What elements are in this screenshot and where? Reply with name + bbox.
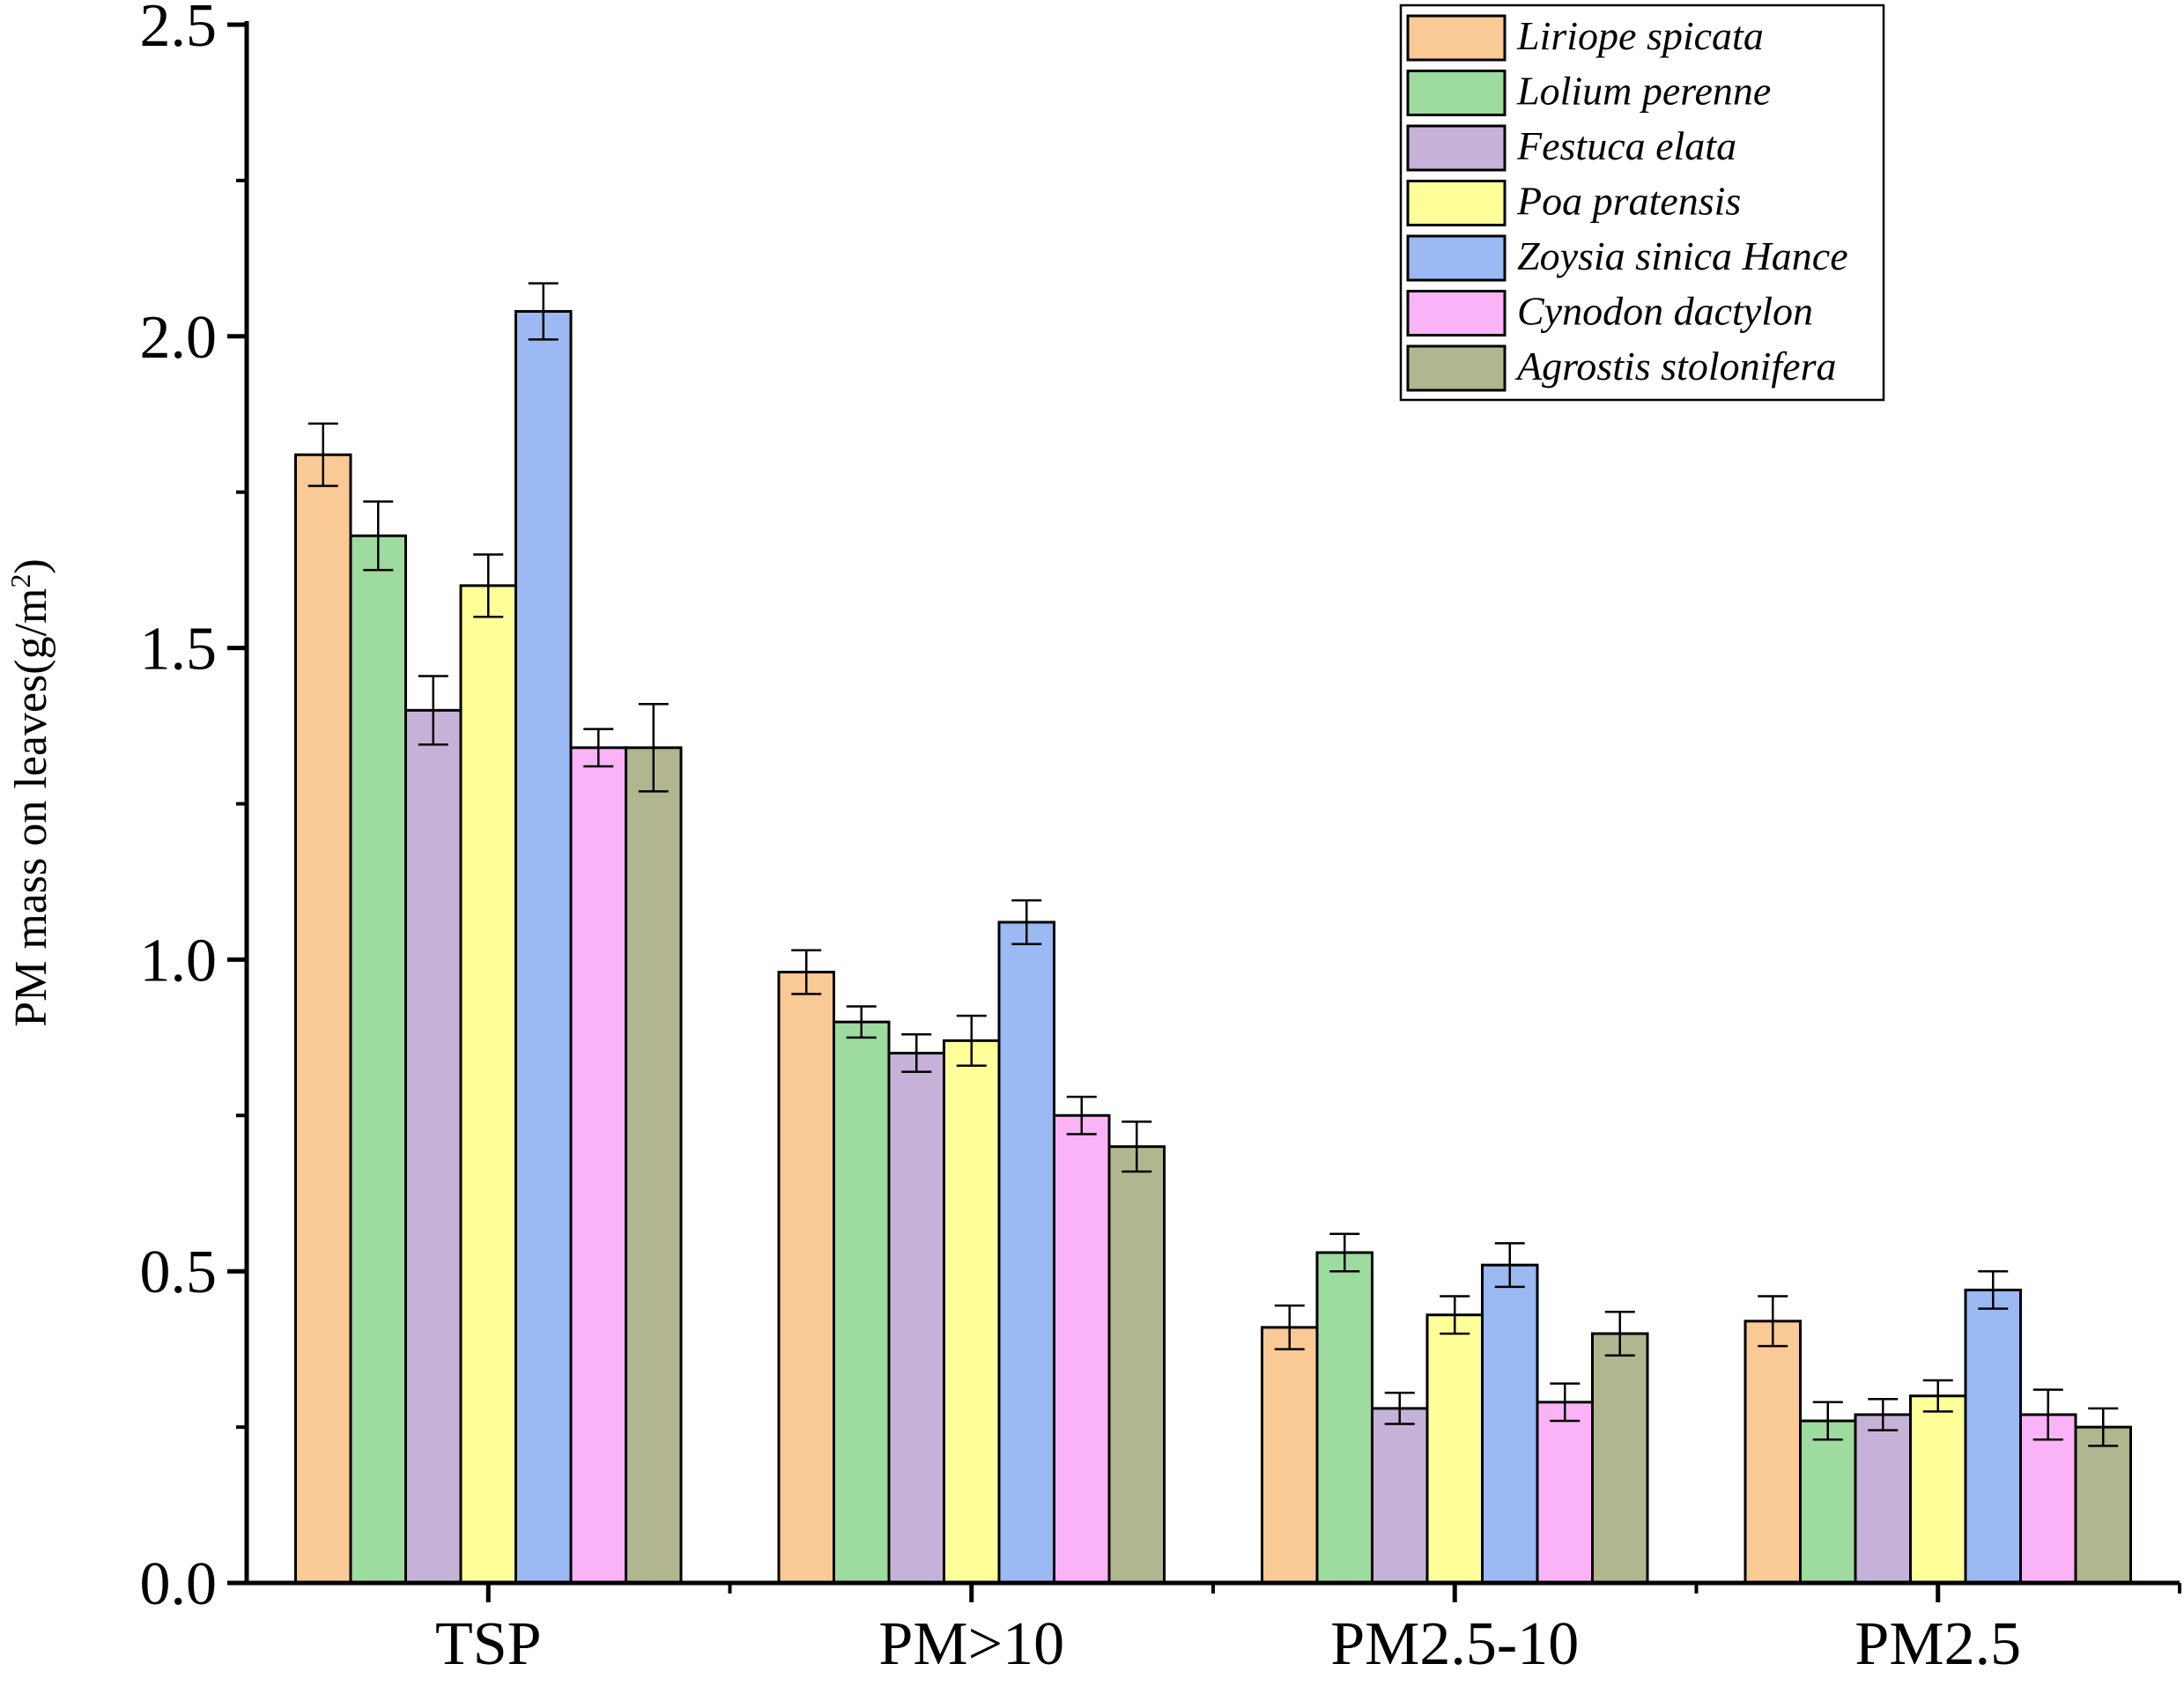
y-tick-label: 2.0 [140, 304, 218, 372]
y-axis-title: PM mass on leaves(g/m2) [4, 558, 56, 1027]
error-bar-pm-10-liriope [791, 949, 822, 995]
legend-label-lolium: Lolium perenne [1516, 69, 1771, 114]
legend-label-cynodon: Cynodon dactylon [1517, 289, 1813, 334]
bars-layer [294, 309, 2132, 1585]
legend-swatch-liriope [1406, 14, 1507, 62]
legend-swatch-cynodon [1406, 290, 1507, 336]
error-bar-pm-10-cynodon [1066, 1095, 1097, 1135]
bar-pm2-5-10-poa [1425, 1313, 1484, 1585]
bar-tsp-liriope [294, 453, 352, 1585]
bar-pm2-5-agrostis [2074, 1425, 2132, 1585]
legend-label-poa: Poa pratensis [1516, 179, 1741, 224]
error-bar-pm2-5-10-festuca [1384, 1391, 1415, 1425]
error-bar-tsp-zoysia [528, 282, 559, 341]
legend-label-festuca: Festuca elata [1516, 123, 1736, 168]
bar-pm-10-zoysia [997, 921, 1055, 1585]
error-bar-pm-10-poa [956, 1014, 987, 1067]
x-tick-label: PM2.5-10 [1330, 1610, 1579, 1678]
error-bar-pm2-5-liriope [1758, 1295, 1788, 1348]
error-bar-pm2-5-festuca [1868, 1398, 1899, 1431]
bar-pm2-5-cynodon [2019, 1413, 2077, 1585]
bar-tsp-festuca [404, 708, 463, 1585]
bar-pm-10-lolium [833, 1020, 891, 1585]
legend-swatch-zoysia [1406, 234, 1507, 282]
bar-pm2-5-poa [1909, 1394, 1967, 1585]
bar-pm2-5-10-liriope [1261, 1326, 1319, 1585]
legend-swatch-festuca [1406, 124, 1507, 172]
y-tick-label: 1.5 [140, 616, 218, 684]
error-bar-tsp-cynodon [583, 728, 614, 768]
bar-tsp-lolium [349, 534, 407, 1585]
legend-swatch-poa [1406, 180, 1507, 226]
legend: Liriope spicata Lolium perenne Festuca ela… [1399, 4, 1885, 402]
error-bar-pm2-5-lolium [1812, 1401, 1843, 1441]
bar-tsp-poa [459, 584, 517, 1585]
error-bar-tsp-liriope [307, 422, 338, 487]
y-tick-label: 1.0 [140, 927, 218, 995]
error-bar-pm2-5-10-cynodon [1550, 1382, 1581, 1423]
error-bar-tsp-festuca [418, 675, 448, 746]
error-bar-pm2-5-10-poa [1440, 1295, 1470, 1335]
x-tick-label: TSP [435, 1610, 542, 1678]
error-bar-pm-10-zoysia [1011, 898, 1042, 945]
error-bar-pm2-5-10-lolium [1329, 1232, 1360, 1273]
error-bar-pm2-5-cynodon [2032, 1388, 2063, 1441]
error-bar-pm2-5-zoysia [1978, 1269, 2009, 1310]
bar-pm2-5-10-agrostis [1591, 1332, 1649, 1585]
error-bar-pm2-5-agrostis [2088, 1407, 2119, 1447]
bar-pm-10-cynodon [1053, 1113, 1111, 1585]
error-bar-pm-10-agrostis [1122, 1120, 1152, 1173]
bar-pm2-5-10-festuca [1371, 1407, 1429, 1585]
bar-pm2-5-liriope [1743, 1320, 1802, 1585]
error-bar-pm2-5-10-agrostis [1604, 1310, 1635, 1357]
legend-swatch-agrostis [1406, 344, 1507, 392]
bar-pm2-5-lolium [1799, 1419, 1857, 1585]
legend-label-agrostis: Agrostis stolonifera [1514, 344, 1837, 388]
error-bars-layer [307, 282, 2119, 1447]
error-bar-pm2-5-10-zoysia [1494, 1242, 1525, 1289]
bar-pm-10-festuca [887, 1052, 945, 1585]
legend-label-zoysia: Zoysia sinica Hance [1517, 233, 1848, 278]
y-tick-label: 2.5 [140, 0, 218, 60]
error-bar-pm2-5-poa [1922, 1379, 1953, 1413]
bar-pm2-5-10-cynodon [1536, 1401, 1594, 1585]
error-bar-pm2-5-10-liriope [1274, 1304, 1305, 1350]
bar-pm2-5-10-lolium [1315, 1251, 1373, 1585]
bar-pm-10-agrostis [1107, 1145, 1166, 1585]
bar-tsp-zoysia [515, 309, 573, 1585]
axes-layer: 0.0 0.5 1.0 1.5 2.0 2.5 TSP PM>10 PM2.5-10 PM2.5 [140, 0, 2181, 1678]
y-tick-label: 0.0 [140, 1550, 218, 1618]
bar-tsp-cynodon [569, 746, 627, 1585]
legend-swatch-lolium [1406, 70, 1507, 116]
error-bar-tsp-lolium [363, 500, 394, 572]
error-bar-pm-10-festuca [901, 1033, 932, 1074]
error-bar-tsp-agrostis [638, 703, 669, 793]
bar-pm2-5-10-zoysia [1481, 1263, 1539, 1585]
error-bar-tsp-poa [473, 553, 504, 618]
bar-pm2-5-zoysia [1964, 1288, 2022, 1585]
bar-pm-10-liriope [777, 971, 835, 1585]
x-tick-label: PM2.5 [1855, 1610, 2021, 1678]
y-tick-label: 0.5 [140, 1239, 218, 1306]
x-tick-label: PM>10 [878, 1610, 1064, 1678]
bar-pm-10-poa [943, 1039, 1001, 1585]
legend-label-liriope: Liriope spicata [1516, 13, 1764, 58]
error-bar-pm-10-lolium [846, 1005, 877, 1039]
bar-pm2-5-festuca [1854, 1413, 1912, 1585]
bar-tsp-agrostis [625, 746, 683, 1585]
